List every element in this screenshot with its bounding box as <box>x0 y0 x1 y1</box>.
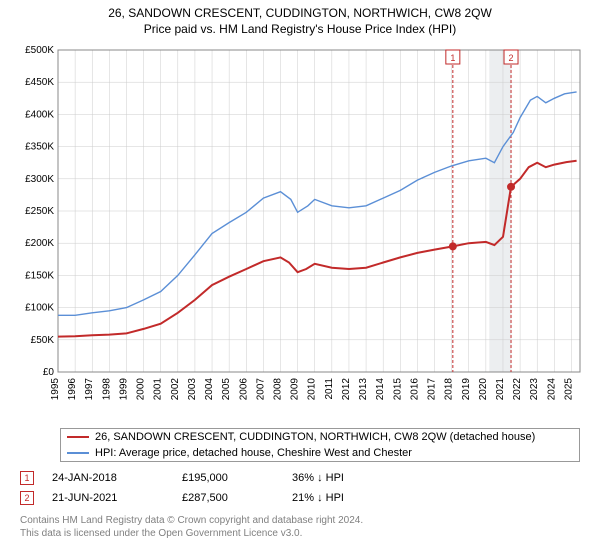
svg-text:£350K: £350K <box>25 142 54 153</box>
svg-text:2019: 2019 <box>461 378 472 401</box>
svg-text:2003: 2003 <box>187 378 198 401</box>
footer-line2: This data is licensed under the Open Gov… <box>20 527 586 540</box>
svg-text:2016: 2016 <box>409 378 420 401</box>
svg-text:2025: 2025 <box>563 378 574 401</box>
sale-row: 1 24-JAN-2018£195,00036% ↓ HPI <box>20 468 586 488</box>
svg-text:£50K: £50K <box>31 335 55 346</box>
sale-price: £287,500 <box>182 492 292 504</box>
chart-plot: £0 £50K £100K £150K £200K £250K £300K £350K £400… <box>10 42 590 422</box>
svg-text:2007: 2007 <box>255 378 266 401</box>
sale-delta: 21% ↓ HPI <box>292 492 402 504</box>
svg-text:1996: 1996 <box>67 378 78 401</box>
svg-text:£0: £0 <box>43 367 55 378</box>
svg-text:2023: 2023 <box>529 378 540 401</box>
sale-marker-box: 2 <box>20 491 34 505</box>
svg-text:1998: 1998 <box>101 378 112 401</box>
sales-table: 1 24-JAN-2018£195,00036% ↓ HPI 2 21-JUN-202… <box>20 468 586 508</box>
svg-text:1999: 1999 <box>118 378 129 401</box>
sale-delta: 36% ↓ HPI <box>292 472 402 484</box>
footer-attribution: Contains HM Land Registry data © Crown c… <box>20 514 586 540</box>
sale-price: £195,000 <box>182 472 292 484</box>
legend-label: 26, SANDOWN CRESCENT, CUDDINGTON, NORTHW… <box>95 431 535 443</box>
svg-text:2024: 2024 <box>546 378 557 401</box>
svg-text:£150K: £150K <box>25 270 54 281</box>
svg-text:2013: 2013 <box>358 378 369 401</box>
svg-text:2005: 2005 <box>221 378 232 401</box>
svg-text:2000: 2000 <box>136 378 147 401</box>
footer-line1: Contains HM Land Registry data © Crown c… <box>20 514 586 527</box>
svg-text:£450K: £450K <box>25 77 54 88</box>
svg-text:1: 1 <box>450 53 455 63</box>
svg-text:2002: 2002 <box>170 378 181 401</box>
chart-subtitle: Price paid vs. HM Land Registry's House … <box>10 22 590 36</box>
sale-marker-point <box>507 183 515 191</box>
svg-text:2009: 2009 <box>290 378 301 401</box>
svg-text:£300K: £300K <box>25 174 54 185</box>
svg-text:1997: 1997 <box>84 378 95 401</box>
svg-text:2015: 2015 <box>392 378 403 401</box>
sale-marker-box: 1 <box>20 471 34 485</box>
svg-text:£250K: £250K <box>25 206 54 217</box>
svg-text:1995: 1995 <box>50 378 61 401</box>
legend: 26, SANDOWN CRESCENT, CUDDINGTON, NORTHW… <box>60 428 580 462</box>
svg-text:2004: 2004 <box>204 378 215 401</box>
svg-text:2006: 2006 <box>238 378 249 401</box>
svg-text:2010: 2010 <box>307 378 318 401</box>
sale-date: 21-JUN-2021 <box>52 492 182 504</box>
svg-text:2012: 2012 <box>341 378 352 401</box>
svg-text:£100K: £100K <box>25 303 54 314</box>
svg-text:2022: 2022 <box>512 378 523 401</box>
sale-row: 2 21-JUN-2021£287,50021% ↓ HPI <box>20 488 586 508</box>
svg-text:£500K: £500K <box>25 45 54 56</box>
sale-marker-point <box>449 242 457 250</box>
svg-text:2018: 2018 <box>444 378 455 401</box>
chart-title: 26, SANDOWN CRESCENT, CUDDINGTON, NORTHW… <box>10 6 590 20</box>
legend-swatch <box>67 452 89 453</box>
svg-text:2008: 2008 <box>272 378 283 401</box>
legend-row: 26, SANDOWN CRESCENT, CUDDINGTON, NORTHW… <box>61 429 579 445</box>
svg-text:2020: 2020 <box>478 378 489 401</box>
svg-text:2021: 2021 <box>495 378 506 401</box>
legend-label: HPI: Average price, detached house, Ches… <box>95 447 412 459</box>
svg-text:£200K: £200K <box>25 238 54 249</box>
svg-text:2011: 2011 <box>324 378 335 400</box>
svg-text:2001: 2001 <box>153 378 164 401</box>
svg-text:2: 2 <box>509 53 514 63</box>
legend-row: HPI: Average price, detached house, Ches… <box>61 445 579 461</box>
svg-text:2017: 2017 <box>427 378 438 401</box>
legend-swatch <box>67 436 89 438</box>
svg-text:2014: 2014 <box>375 378 386 401</box>
svg-text:£400K: £400K <box>25 109 54 120</box>
chart-container: 26, SANDOWN CRESCENT, CUDDINGTON, NORTHW… <box>0 0 600 560</box>
sale-date: 24-JAN-2018 <box>52 472 182 484</box>
